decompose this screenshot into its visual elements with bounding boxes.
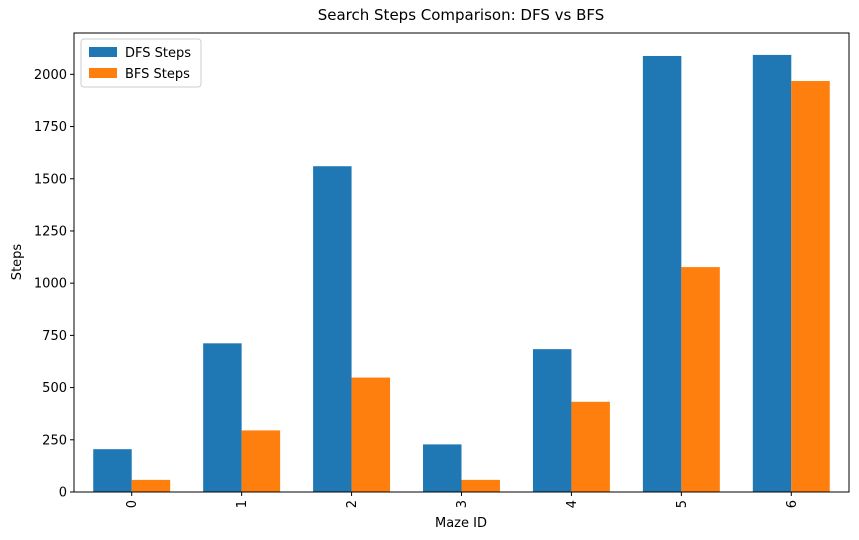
- x-tick-label: 2: [345, 500, 360, 508]
- y-axis-label: Steps: [10, 244, 25, 281]
- bar-bfs-maze-2: [351, 377, 391, 492]
- y-tick-label: 500: [42, 381, 67, 396]
- bars-group: [93, 54, 830, 492]
- bar-dfs-maze-0: [93, 449, 132, 492]
- y-tick-label: 2000: [34, 68, 67, 83]
- y-tick-label: 1500: [34, 172, 67, 187]
- y-axis: 0 250 500 750 1000 1250 1500 1750 2000: [34, 68, 74, 501]
- y-tick-label: 1250: [34, 224, 67, 239]
- plot-frame: [73, 32, 850, 493]
- legend-label-dfs: DFS Steps: [125, 46, 191, 61]
- bar-bfs-maze-1: [241, 430, 281, 492]
- bar-dfs-maze-5: [642, 55, 682, 492]
- y-tick-label: 0: [59, 486, 67, 501]
- bar-dfs-maze-3: [423, 444, 462, 492]
- bar-dfs-maze-4: [532, 349, 572, 492]
- y-tick-label: 250: [42, 433, 67, 448]
- x-tick-label: 0: [125, 500, 140, 508]
- chart-title: Search Steps Comparison: DFS vs BFS: [318, 6, 605, 24]
- x-axis: 0 1 2 3 4 5 6: [125, 492, 800, 508]
- x-tick-label: 6: [785, 500, 800, 508]
- bar-dfs-maze-2: [313, 166, 352, 492]
- legend-swatch-dfs: [89, 47, 117, 57]
- bar-dfs-maze-6: [752, 54, 792, 492]
- bar-bfs-maze-3: [461, 479, 500, 492]
- x-tick-label: 1: [235, 500, 250, 508]
- bar-dfs-maze-1: [203, 343, 242, 492]
- y-tick-label: 1750: [34, 120, 67, 135]
- legend-swatch-bfs: [89, 68, 117, 78]
- y-tick-label: 750: [42, 329, 67, 344]
- bar-bfs-maze-5: [681, 267, 720, 492]
- x-tick-label: 4: [565, 500, 580, 508]
- y-tick-label: 1000: [34, 277, 67, 292]
- x-axis-label: Maze ID: [435, 516, 487, 531]
- legend-label-bfs: BFS Steps: [125, 67, 190, 82]
- bar-bfs-maze-0: [131, 479, 171, 492]
- legend: DFS Steps BFS Steps: [80, 38, 202, 88]
- bar-bfs-maze-4: [571, 401, 610, 492]
- x-tick-label: 5: [675, 500, 690, 508]
- bar-bfs-maze-6: [791, 81, 830, 492]
- x-tick-label: 3: [455, 500, 470, 508]
